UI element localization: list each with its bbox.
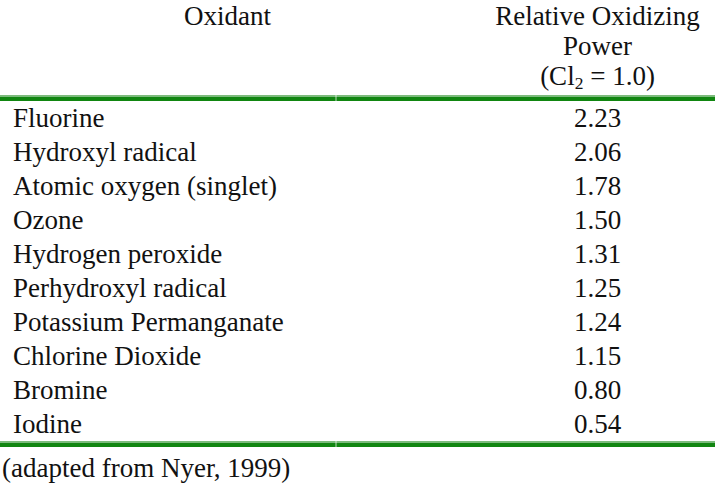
footer-divider-rule — [0, 441, 715, 447]
table-row: Ozone 1.50 — [0, 203, 715, 237]
table-body: Fluorine 2.23 Hydroxyl radical 2.06 Atom… — [0, 101, 715, 441]
cl-formula-suffix: = 1.0) — [583, 61, 654, 91]
table-row: Chlorine Dioxide 1.15 — [0, 339, 715, 373]
table-row: Iodine 0.54 — [0, 407, 715, 441]
cl-formula-prefix: (Cl — [540, 61, 575, 91]
oxidizing-power-value-cell: 1.50 — [480, 205, 715, 236]
oxidant-name-cell: Perhydroxyl radical — [0, 273, 480, 304]
oxidizing-power-value-cell: 0.54 — [480, 409, 715, 440]
oxidant-name-cell: Fluorine — [0, 103, 480, 134]
oxidizing-power-value-cell: 1.24 — [480, 307, 715, 338]
column-header-oxidizing-power: Relative Oxidizing Power (Cl2 = 1.0) — [480, 1, 715, 91]
footer-citation: (adapted from Nyer, 1999) — [0, 447, 715, 483]
table-row: Atomic oxygen (singlet) 1.78 — [0, 169, 715, 203]
oxidant-table-page: Oxidant Relative Oxidizing Power (Cl2 = … — [0, 0, 715, 483]
table-row: Perhydroxyl radical 1.25 — [0, 271, 715, 305]
oxidant-name-cell: Hydrogen peroxide — [0, 239, 480, 270]
column-boundary-tick — [335, 95, 337, 101]
oxidizing-power-value-cell: 2.06 — [480, 137, 715, 168]
table-row: Hydrogen peroxide 1.31 — [0, 237, 715, 271]
oxidant-name-cell: Iodine — [0, 409, 480, 440]
header-divider-rule — [0, 95, 715, 101]
oxidizing-power-value-cell: 0.80 — [480, 375, 715, 406]
column-boundary-tick — [335, 441, 337, 447]
oxidizing-power-value-cell: 1.25 — [480, 273, 715, 304]
table-row: Potassium Permanganate 1.24 — [0, 305, 715, 339]
oxidant-name-cell: Atomic oxygen (singlet) — [0, 171, 480, 202]
oxidant-name-cell: Hydroxyl radical — [0, 137, 480, 168]
table-row: Hydroxyl radical 2.06 — [0, 135, 715, 169]
oxidizing-power-value-cell: 1.78 — [480, 171, 715, 202]
table-row: Fluorine 2.23 — [0, 101, 715, 135]
oxidant-name-cell: Ozone — [0, 205, 480, 236]
oxidant-name-cell: Chlorine Dioxide — [0, 341, 480, 372]
oxidizing-power-value-cell: 1.15 — [480, 341, 715, 372]
column-header-oxidant: Oxidant — [0, 1, 455, 31]
oxidant-name-cell: Bromine — [0, 375, 480, 406]
oxidant-name-cell: Potassium Permanganate — [0, 307, 480, 338]
oxidizing-power-value-cell: 2.23 — [480, 103, 715, 134]
oxidizing-power-header-line3: (Cl2 = 1.0) — [480, 61, 715, 91]
oxidizing-power-header-line1: Relative Oxidizing — [480, 1, 715, 31]
oxidizing-power-header-line2: Power — [480, 31, 715, 61]
table-header-row: Oxidant Relative Oxidizing Power (Cl2 = … — [0, 0, 715, 95]
table-row: Bromine 0.80 — [0, 373, 715, 407]
oxidizing-power-value-cell: 1.31 — [480, 239, 715, 270]
